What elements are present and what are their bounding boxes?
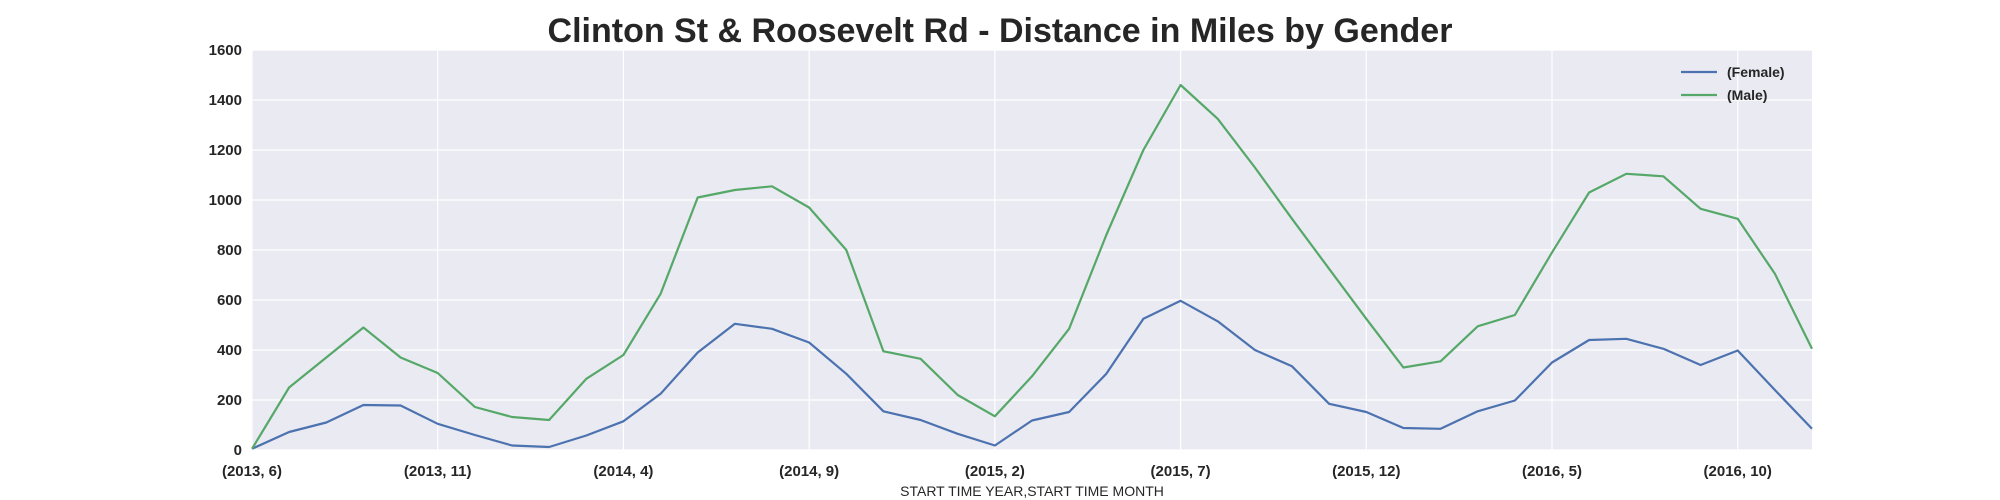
y-tick-label: 0 xyxy=(234,442,242,459)
y-tick-label: 1000 xyxy=(209,192,242,209)
x-tick-label: (2013, 11) xyxy=(404,463,472,480)
x-tick-label: (2015, 2) xyxy=(965,463,1025,480)
y-tick-label: 1400 xyxy=(209,92,242,109)
series-layer xyxy=(251,83,1813,450)
y-tick-label: 1600 xyxy=(209,42,242,59)
series-line-0 xyxy=(251,299,1813,450)
y-tick-label: 800 xyxy=(217,242,242,259)
legend: (Female) (Male) xyxy=(1681,64,1785,103)
series-line-1 xyxy=(251,83,1813,450)
x-tick-label: (2014, 4) xyxy=(593,463,653,480)
chart-title: Clinton St & Roosevelt Rd - Distance in … xyxy=(548,12,1453,50)
y-tick-label: 400 xyxy=(217,342,242,359)
y-tick-label: 1200 xyxy=(209,142,242,159)
x-tick-label: (2016, 10) xyxy=(1704,463,1772,480)
y-tick-label: 200 xyxy=(217,392,242,409)
x-tick-labels: (2013, 6) (2013, 11) (2014, 4) (2014, 9) (20… xyxy=(222,463,1772,480)
x-tick-label: (2015, 7) xyxy=(1151,463,1211,480)
x-tick-label: (2016, 5) xyxy=(1522,463,1582,480)
x-tick-label: (2013, 6) xyxy=(222,463,282,480)
x-tick-label: (2014, 9) xyxy=(779,463,839,480)
y-tick-labels: 0 200 400 600 800 1000 1200 1400 1600 xyxy=(209,42,242,459)
x-axis-label: START TIME YEAR,START TIME MONTH xyxy=(900,483,1164,499)
x-tick-label: (2015, 12) xyxy=(1332,463,1400,480)
legend-label: (Male) xyxy=(1727,87,1767,103)
legend-label: (Female) xyxy=(1727,64,1785,80)
grid-lines xyxy=(251,49,1812,451)
y-tick-label: 600 xyxy=(217,292,242,309)
